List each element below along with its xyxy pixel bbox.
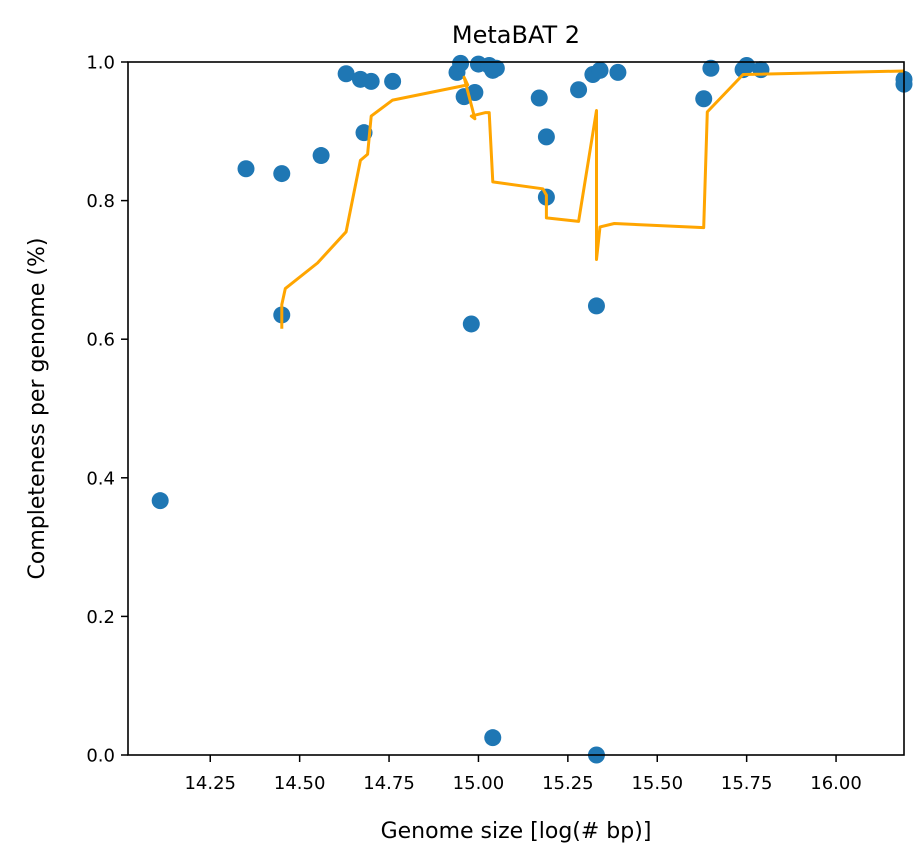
x-axis-ticks: 14.25 14.50 14.75 15.00 15.25 15.50 15.75 16.00 xyxy=(184,755,862,794)
x-axis-label: Genome size [log(# bp)] xyxy=(381,819,652,844)
scatter-point-8 xyxy=(362,72,380,90)
x-tick-label-5: 15.50 xyxy=(631,773,683,794)
x-tick-label-0: 14.25 xyxy=(184,773,236,794)
scatter-point-18 xyxy=(487,59,505,77)
trend-line xyxy=(280,69,905,329)
y-tick-label-2: 0.4 xyxy=(86,468,115,489)
x-tick-label-6: 15.75 xyxy=(721,773,773,794)
y-tick-label-5: 1.0 xyxy=(86,53,115,74)
scatter-point-25 xyxy=(591,61,609,79)
scatter-point-13 xyxy=(462,315,480,333)
scatter-point-29 xyxy=(695,90,713,108)
scatter-point-21 xyxy=(537,128,555,146)
scatter-point-26 xyxy=(587,297,605,315)
plot-frame xyxy=(127,61,905,756)
scatter-point-28 xyxy=(609,63,627,81)
y-tick-label-1: 0.2 xyxy=(86,607,115,628)
x-tick-label-7: 16.00 xyxy=(810,773,862,794)
scatter-point-19 xyxy=(484,729,502,747)
y-tick-label-4: 0.8 xyxy=(86,191,115,212)
plot-marks xyxy=(151,54,913,764)
scatter-point-20 xyxy=(530,89,548,107)
x-tick-label-4: 15.25 xyxy=(542,773,594,794)
scatter-point-9 xyxy=(384,72,402,90)
y-axis-label: Completeness per genome (%) xyxy=(25,238,50,580)
scatter-point-0 xyxy=(151,492,169,510)
scatter-point-32 xyxy=(738,56,756,74)
y-tick-label-3: 0.6 xyxy=(86,330,115,351)
scatter-point-4 xyxy=(312,147,330,165)
scatter-point-5 xyxy=(337,65,355,83)
x-tick-label-2: 14.75 xyxy=(363,773,415,794)
chart-title: MetaBAT 2 xyxy=(452,21,580,49)
scatter-point-30 xyxy=(702,59,720,77)
scatter-point-11 xyxy=(452,54,470,72)
y-axis-ticks: 0.0 0.2 0.4 0.6 0.8 1.0 xyxy=(86,53,128,767)
y-tick-label-0: 0.0 xyxy=(86,746,115,767)
x-tick-label-3: 15.00 xyxy=(453,773,505,794)
scatter-point-1 xyxy=(237,160,255,178)
x-tick-label-1: 14.50 xyxy=(274,773,326,794)
scatter-point-23 xyxy=(570,81,588,99)
scatter-point-2 xyxy=(273,165,291,183)
